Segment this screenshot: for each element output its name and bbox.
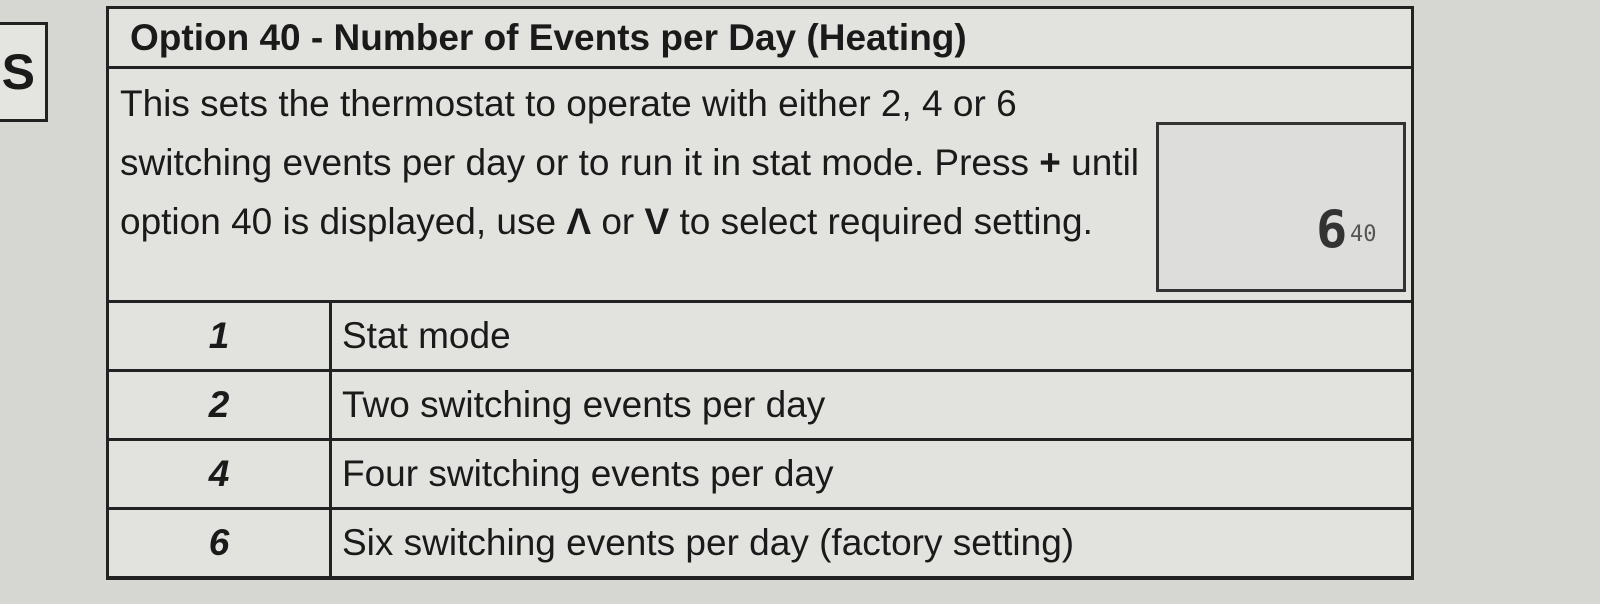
text: This sets the thermostat to operate with… [120, 83, 1040, 183]
text: to select required setting. [669, 201, 1093, 242]
description: This sets the thermostat to operate with… [120, 74, 1150, 251]
setting-number: 4 [106, 438, 332, 510]
text: or [591, 201, 645, 242]
key: + [1039, 142, 1061, 183]
lcd-option: 40 [1350, 222, 1377, 247]
table-row: 4 Four switching events per day [106, 438, 1414, 510]
setting-description: Stat mode [329, 300, 1414, 372]
rule [108, 66, 1412, 69]
setting-number: 2 [106, 369, 332, 441]
key: V [644, 201, 670, 242]
option-title: Option 40 - Number of Events per Day (He… [130, 17, 967, 58]
key: Λ [566, 201, 592, 242]
setting-number: 6 [106, 507, 332, 579]
table-row: 6 Six switching events per day (factory s… [106, 507, 1414, 579]
table-body: 1 Stat mode 2 Two switching events per day 4… [106, 300, 1414, 579]
settings-table: 1 Stat mode 2 Two switching events per day 4… [106, 300, 1414, 579]
text: until option 40 is displayed, use [120, 142, 1140, 242]
table-row: 2 Two switching events per day [106, 369, 1414, 441]
setting-description: Four switching events per day [329, 438, 1414, 510]
lcd-value: 6 [1316, 200, 1348, 260]
section-tab: S [0, 22, 48, 122]
lcd-display [1156, 122, 1406, 292]
setting-number: 1 [106, 300, 332, 372]
setting-description: Six switching events per day (factory se… [329, 507, 1414, 579]
setting-description: Two switching events per day [329, 369, 1414, 441]
table-row: 1 Stat mode [106, 300, 1414, 372]
